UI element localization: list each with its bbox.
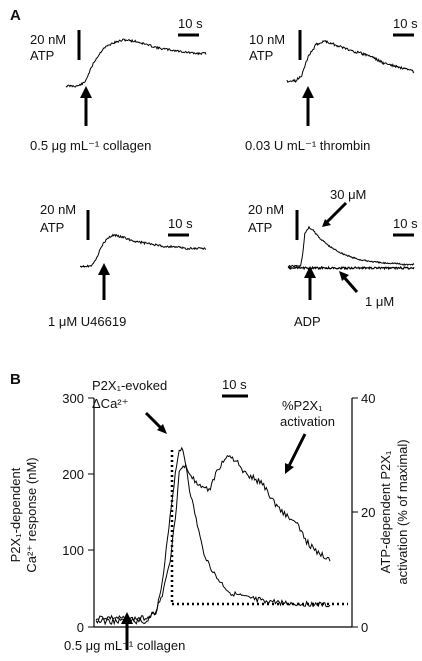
a2-scale-unit: ATP — [249, 48, 273, 63]
a4-trace-1um — [287, 265, 415, 271]
a4-stimulus-label: ADP — [294, 314, 321, 329]
panel-a-letter: A — [10, 7, 21, 24]
a3-scale-value: 20 nM — [40, 202, 76, 217]
left-tick-label-300: 300 — [62, 391, 84, 406]
a2-scale-value: 10 nM — [249, 32, 285, 47]
left-tick-label-100: 100 — [62, 543, 84, 558]
a4-scale-value: 20 nM — [248, 202, 284, 217]
a4-label-30um: 30 μM — [330, 187, 366, 202]
a2-trace — [286, 39, 415, 83]
b-time-scale-label: 10 s — [222, 377, 247, 392]
a1-scale-unit: ATP — [30, 48, 54, 63]
subplot-thrombin: 10 nM ATP 10 s 0.03 U mL⁻¹ thrombin — [245, 16, 418, 153]
a4-1um-arrow-head — [339, 271, 349, 281]
left-tick-label-200: 200 — [62, 467, 84, 482]
a2-stimulus-label: 0.03 U mL⁻¹ thrombin — [245, 138, 370, 153]
a1-arrow-head — [80, 86, 92, 98]
right-axis-title-line1: ATP-dependent P2X₁ — [378, 450, 393, 573]
b-annotation-ca-line1: P2X₁-evoked — [92, 378, 167, 393]
a4-arrow-head — [304, 266, 316, 278]
b-p2x-arrow-head — [285, 463, 294, 474]
right-tick-label-20: 20 — [361, 505, 375, 520]
a3-arrow-head — [98, 263, 110, 275]
panel-b-chart: 300 200 100 0 40 20 0 P2X₁-dependent Ca²… — [8, 377, 410, 653]
a1-time-scale-label: 10 s — [178, 16, 203, 31]
b-p2x-arrow — [287, 433, 307, 467]
a4-30um-arrow-head — [322, 219, 331, 227]
left-axis-title-line2: Ca²⁺ response (nM) — [24, 457, 39, 572]
b-annotation-p2x-line2: activation — [280, 414, 335, 429]
a4-30um-arrow — [325, 201, 348, 224]
a2-arrow-head — [302, 86, 314, 98]
subplot-collagen: 20 nM ATP 10 s 0.5 μg mL⁻¹ collagen — [30, 16, 207, 153]
b-trace-ca-response — [95, 446, 331, 623]
a4-scale-unit: ATP — [248, 220, 272, 235]
b-trace-p2x1-activation — [95, 454, 331, 626]
b-ca-arrow — [144, 411, 163, 430]
a3-stimulus-label: 1 μM U46619 — [48, 314, 126, 329]
b-annotation-p2x-line1: %P2X₁ — [282, 398, 323, 413]
right-tick-label-0: 0 — [361, 620, 368, 635]
subplot-adp: 20 nM ATP 10 s 30 μM ADP 1 μM — [248, 187, 418, 329]
b-stimulus-label: 0.5 μg mL⁻¹ collagen — [64, 638, 185, 653]
left-tick-label-0: 0 — [77, 620, 84, 635]
a2-time-scale-label: 10 s — [393, 16, 418, 31]
a3-trace — [79, 233, 207, 268]
subplot-u46619: 20 nM ATP 10 s 1 μM U46619 — [40, 202, 207, 329]
a4-label-1um: 1 μM — [365, 294, 394, 309]
right-tick-label-40: 40 — [361, 391, 375, 406]
b-annotation-ca-line2: ΔCa²⁺ — [92, 396, 129, 411]
a4-1um-arrow — [341, 275, 359, 293]
panel-b-letter: B — [10, 371, 21, 388]
a3-time-scale-label: 10 s — [168, 216, 193, 231]
a1-stimulus-label: 0.5 μg mL⁻¹ collagen — [30, 138, 151, 153]
left-axis-title-line1: P2X₁-dependent — [8, 467, 23, 562]
right-axis-title-line2: activation (% of maximal) — [395, 439, 410, 584]
a1-trace — [65, 38, 207, 88]
b-stimulus-arrow-head — [121, 612, 133, 624]
a4-trace-30um — [287, 225, 415, 268]
a1-scale-value: 20 nM — [30, 32, 66, 47]
a4-time-scale-label: 10 s — [393, 216, 418, 231]
a3-scale-unit: ATP — [40, 220, 64, 235]
b-ca-arrow-head — [157, 424, 167, 434]
